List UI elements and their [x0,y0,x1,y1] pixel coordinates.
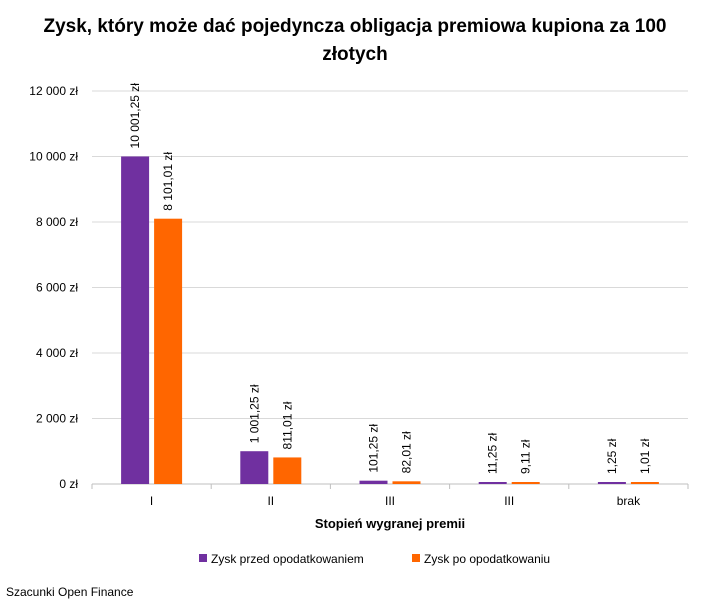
data-label: 1,01 zł [638,438,652,474]
legend-label: Zysk po opodatkowaniu [424,552,550,566]
y-tick-label: 12 000 zł [29,84,78,98]
data-label: 101,25 zł [367,424,381,473]
y-tick-label: 2 000 zł [36,412,78,426]
bar-after-tax [154,218,183,484]
bar-before-tax [240,451,269,484]
x-axis-title: Stopień wygranej premii [315,516,465,531]
bar-before-tax [478,482,507,484]
legend: Zysk przed opodatkowaniem Zysk po opodatk… [199,552,550,566]
chart-title-line1: Zysk, który może dać pojedyncza obligacj… [44,16,667,37]
gridlines [92,90,688,485]
x-tick-label: brak [617,494,641,508]
bar-after-tax [273,457,302,484]
data-labels: 10 001,25 zł 8 101,01 zł 1 001,25 zł 811,01… [128,83,652,474]
legend-swatch [412,554,420,562]
x-tick-label: III [504,494,514,508]
bar-before-tax [121,156,150,485]
x-axis-ticks: I II III III brak [91,484,689,508]
data-label: 1 001,25 zł [247,384,261,443]
legend-label: Zysk przed opodatkowaniem [211,552,364,566]
x-tick-label: III [385,494,395,508]
data-label: 811,01 zł [280,401,294,449]
legend-swatch [199,554,207,562]
y-tick-label: 6 000 zł [36,281,78,295]
y-tick-label: 8 000 zł [36,215,78,229]
bars [121,156,659,485]
data-label: 8 101,01 zł [161,152,175,211]
chart-title-line2: złotych [322,44,387,65]
data-label: 11,25 zł [486,433,500,474]
x-tick-label: II [267,494,274,508]
bar-after-tax [511,482,540,484]
bar-after-tax [392,481,421,484]
bar-after-tax [630,482,659,484]
y-tick-label: 0 zł [59,477,78,491]
source-note: Szacunki Open Finance [6,585,134,599]
bar-before-tax [597,482,626,484]
y-tick-label: 10 000 zł [29,150,78,164]
data-label: 9,11 zł [519,439,533,474]
x-tick-label: I [150,494,153,508]
y-tick-label: 4 000 zł [36,346,78,360]
data-label: 82,01 zł [400,431,414,473]
bar-before-tax [359,480,388,484]
data-label: 10 001,25 zł [128,83,142,149]
y-axis-ticks: 0 zł 2 000 zł 4 000 zł 6 000 zł 8 000 zł 10 0… [29,84,78,491]
data-label: 1,25 zł [605,438,619,474]
